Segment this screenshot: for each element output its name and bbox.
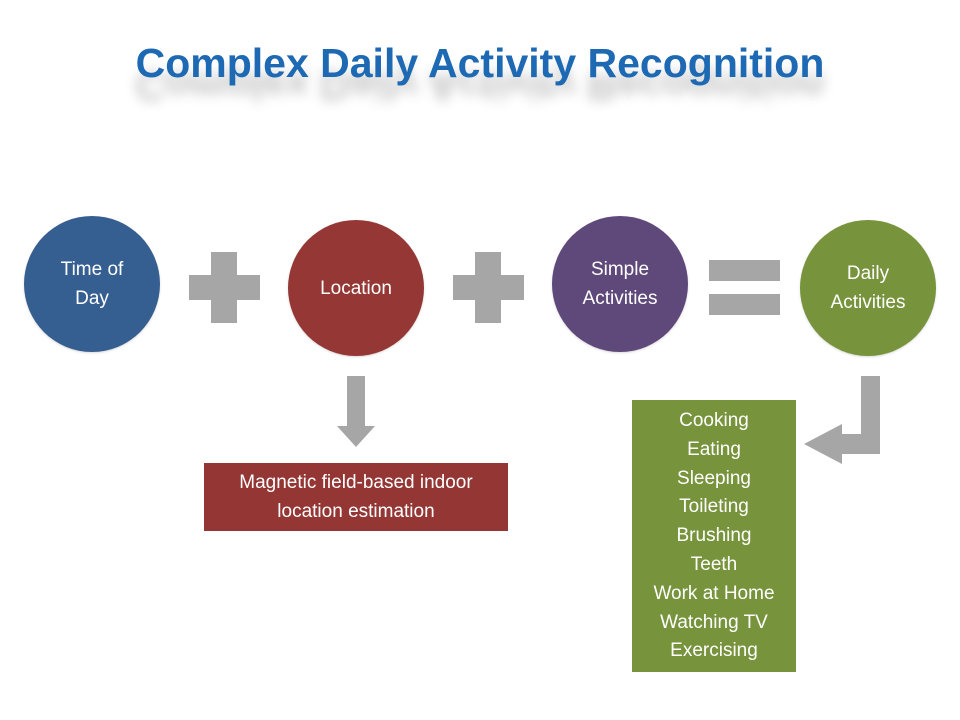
down-arrow-icon (337, 376, 375, 447)
time-of-day-line2: Day (75, 288, 109, 309)
simple-activities-node: Simple Activities (552, 216, 688, 352)
activity-item: Cooking (679, 410, 749, 431)
location-estimation-box: Magnetic field-based indoor location est… (204, 463, 508, 531)
activity-item: Work at Home (653, 582, 775, 604)
location-box-line2: location estimation (277, 501, 435, 522)
daily-activities-line2: Activities (830, 292, 906, 313)
activity-item: Brushing (676, 525, 752, 547)
bent-arrow-icon (804, 376, 880, 464)
simple-activities-line1: Simple (590, 259, 650, 280)
location-box-line1: Magnetic field-based indoor (239, 472, 473, 493)
activity-item: Eating (687, 438, 741, 460)
activity-item: Teeth (690, 553, 738, 575)
activity-item: Exercising (670, 640, 758, 662)
time-of-day-node: Time of Day (24, 216, 160, 352)
activity-item: Toileting (679, 496, 749, 518)
activities-list-box: Cooking Eating Sleeping Toileting Brushi… (632, 400, 796, 672)
daily-activities-node: Daily Activities (800, 220, 936, 356)
activity-item: Sleeping (677, 467, 751, 489)
simple-activities-line2: Activities (582, 288, 658, 309)
activity-item: Watching TV (660, 611, 768, 633)
location-label: Location (320, 277, 392, 299)
page-title: Complex Daily Activity Recognition (135, 40, 825, 86)
time-of-day-line1: Time of (60, 259, 124, 280)
daily-activities-line1: Daily (846, 263, 890, 284)
location-node: Location (288, 220, 424, 356)
